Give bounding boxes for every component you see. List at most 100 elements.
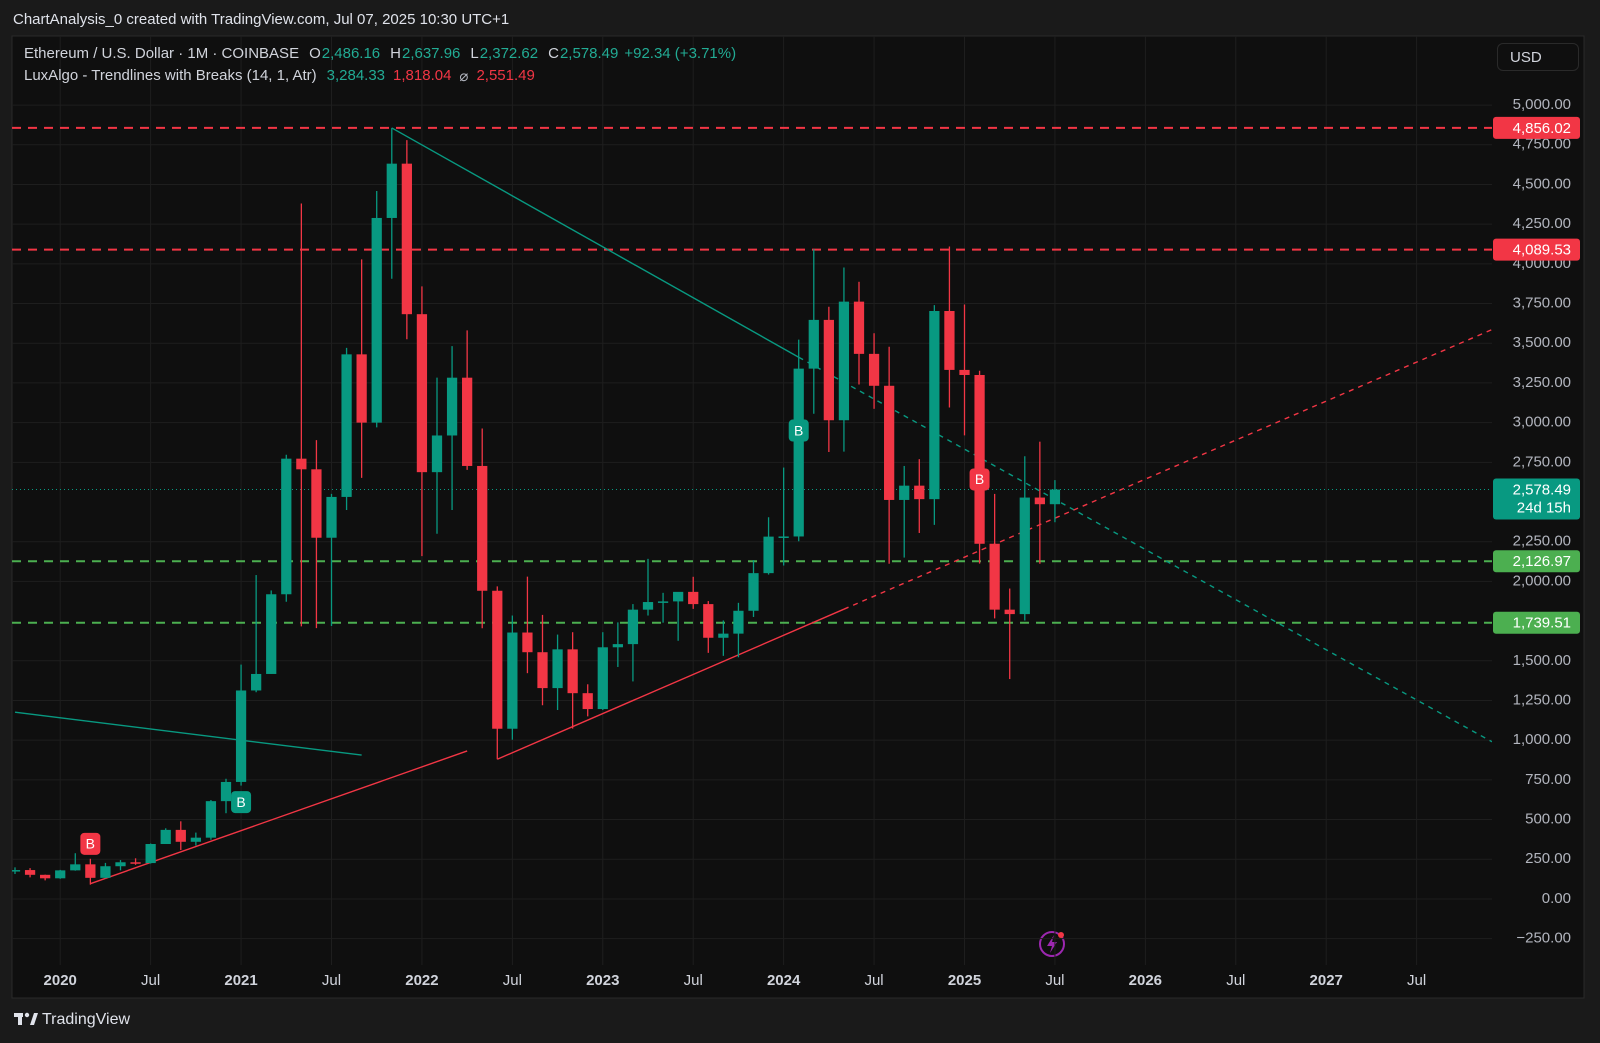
candle-body [341, 354, 352, 497]
candle-body [884, 385, 895, 500]
y-tick-label: 2,750.00 [1513, 453, 1571, 470]
candle-body [492, 590, 503, 729]
candle-body [100, 866, 111, 878]
candle-body [266, 594, 277, 674]
level-tag [1493, 116, 1580, 139]
ohlc-value: 2,637.96 [401, 45, 461, 62]
y-tick-label: 1,250.00 [1513, 691, 1571, 708]
candle-body [431, 435, 443, 473]
x-tick-label: 2022 [405, 972, 438, 989]
break-marker [788, 419, 809, 442]
x-tick-label: Jul [503, 972, 522, 989]
candle-body [281, 458, 292, 595]
candle-body [251, 673, 262, 691]
y-tick-label: 500.00 [1525, 811, 1571, 828]
ohlc-key: L [470, 45, 479, 62]
last-price-tag [1493, 478, 1580, 520]
candle-body [115, 862, 126, 867]
indicator-value: 2,551.49 [476, 67, 535, 84]
y-tick-label: −250.00 [1516, 930, 1571, 947]
x-tick-label: Jul [322, 972, 341, 989]
candle-body [416, 314, 428, 473]
candle-body [386, 163, 397, 218]
break-marker [231, 791, 252, 814]
y-tick-label: 250.00 [1525, 850, 1571, 867]
candle-body [597, 647, 608, 710]
level-tag-label: 4,856.02 [1513, 120, 1571, 137]
candle-body [145, 844, 156, 864]
change: +92.34 (+3.71%) [624, 45, 737, 62]
candle-body [311, 469, 322, 538]
candle-body [371, 217, 382, 423]
candle-body [974, 374, 985, 544]
break-label: B [975, 471, 984, 487]
y-tick-label: 1,000.00 [1513, 731, 1571, 748]
legend-main: Ethereum / U.S. Dollar · 1M · COINBASE O… [24, 45, 736, 62]
break-label: B [236, 794, 245, 810]
candle-body [868, 353, 880, 386]
symbol-title: Ethereum / U.S. Dollar · 1M · COINBASE [24, 45, 300, 62]
break-marker [80, 832, 101, 855]
caption: ChartAnalysis_0 created with TradingView… [13, 11, 509, 28]
candle-body [914, 485, 925, 500]
level-tag-label: 4,089.53 [1513, 242, 1571, 259]
x-tick-label: 2024 [767, 972, 801, 989]
ohlc-value: 2,486.16 [321, 45, 381, 62]
candle-body [989, 543, 1000, 610]
level-tag [1493, 238, 1580, 261]
candle-body [929, 311, 940, 500]
candle-body [552, 649, 563, 689]
level-tag-label: 2,126.97 [1513, 553, 1571, 570]
candle-body [748, 573, 759, 611]
candle-body [733, 610, 744, 634]
brand-logo [14, 1012, 38, 1025]
x-tick-label: 2025 [948, 972, 981, 989]
level-tag [1493, 611, 1580, 634]
last-price-label: 2,578.49 [1513, 482, 1571, 499]
candle-body [718, 633, 729, 638]
candle-body [853, 301, 865, 354]
trendline [798, 356, 1492, 743]
candle-body [55, 870, 66, 879]
trendline [391, 127, 800, 358]
candle-body [296, 458, 307, 470]
trendline [497, 608, 845, 760]
indicator-value: 3,284.33 [326, 67, 386, 84]
candle-body [70, 864, 81, 871]
y-tick-label: 3,500.00 [1513, 334, 1571, 351]
candle-body [356, 354, 367, 423]
candle-body [220, 781, 232, 802]
y-tick-label: 3,000.00 [1513, 414, 1571, 431]
countdown: 24d 15h [1517, 500, 1571, 517]
ohlc-key: O [309, 45, 321, 62]
y-tick-label: 4,750.00 [1513, 136, 1571, 153]
candle-body [838, 301, 850, 421]
ohlc-value: 2,578.49 [559, 45, 619, 62]
candle-body [446, 377, 458, 436]
y-tick-label: 2,250.00 [1513, 533, 1571, 550]
level-tag-label: 1,739.51 [1513, 615, 1571, 632]
y-tick-label: 750.00 [1525, 771, 1571, 788]
x-tick-label: Jul [1407, 972, 1426, 989]
candle-body [401, 163, 412, 315]
ohlc-value: 2,372.62 [479, 45, 539, 62]
candle-body [537, 652, 548, 689]
candle-body [1034, 497, 1045, 505]
x-tick-label: 2023 [586, 972, 619, 989]
alert-icon[interactable] [1039, 931, 1065, 957]
candle-body [1049, 489, 1061, 505]
candle-body [205, 801, 217, 838]
x-tick-label: Jul [1226, 972, 1245, 989]
indicator-name: LuxAlgo - Trendlines with Breaks (14, 1,… [24, 67, 317, 84]
y-tick-label: 3,750.00 [1513, 295, 1571, 312]
trendline [14, 711, 362, 756]
break-label: B [86, 836, 95, 852]
candle-body [959, 369, 970, 375]
candle-body [160, 829, 171, 845]
x-tick-label: 2020 [44, 972, 77, 989]
ohlc-key: C [548, 45, 559, 62]
currency-button[interactable]: USD [1497, 43, 1579, 71]
candle-body [326, 496, 337, 538]
candle-body [235, 690, 247, 782]
